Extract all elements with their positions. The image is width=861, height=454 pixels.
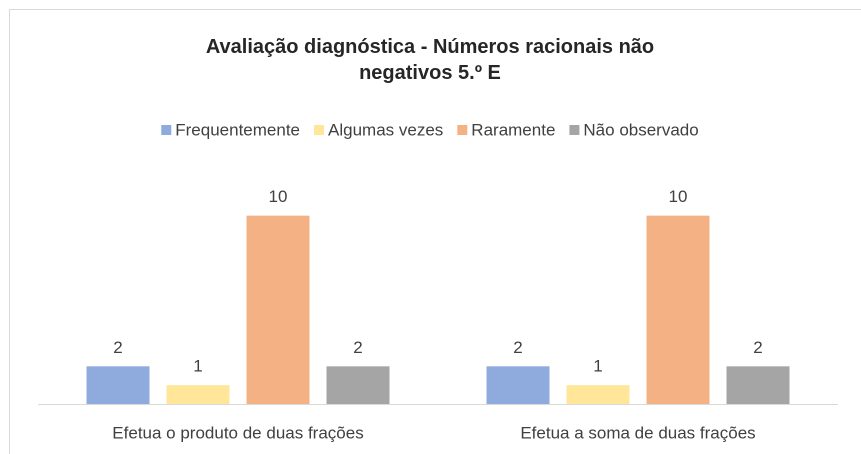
data-label: 1 xyxy=(193,357,202,376)
chart-frame xyxy=(9,9,861,454)
data-label: 2 xyxy=(353,338,362,357)
data-label: 10 xyxy=(269,187,288,206)
legend-swatch xyxy=(314,125,325,135)
legend-label: Raramente xyxy=(471,120,555,139)
data-label: 2 xyxy=(513,338,522,357)
bar xyxy=(486,366,550,404)
legend-swatch xyxy=(161,125,172,135)
bar xyxy=(246,215,310,404)
legend-label: Algumas vezes xyxy=(328,120,443,139)
data-label: 2 xyxy=(113,338,122,357)
data-label: 10 xyxy=(669,187,688,206)
bar xyxy=(86,366,150,404)
bar xyxy=(646,215,710,404)
x-tick-label: Efetua a soma de duas frações xyxy=(520,423,755,442)
data-label: 1 xyxy=(593,357,602,376)
legend-swatch xyxy=(569,125,580,135)
x-tick-label: Efetua o produto de duas frações xyxy=(112,423,363,442)
bar xyxy=(726,366,790,404)
legend-label: Frequentemente xyxy=(175,120,300,139)
chart-title: Avaliação diagnóstica - Números racionai… xyxy=(206,36,654,84)
bar xyxy=(166,385,230,404)
data-label: 2 xyxy=(753,338,762,357)
bar xyxy=(566,385,630,404)
legend-label: Não observado xyxy=(583,120,698,139)
bar xyxy=(326,366,390,404)
legend-swatch xyxy=(457,125,468,135)
